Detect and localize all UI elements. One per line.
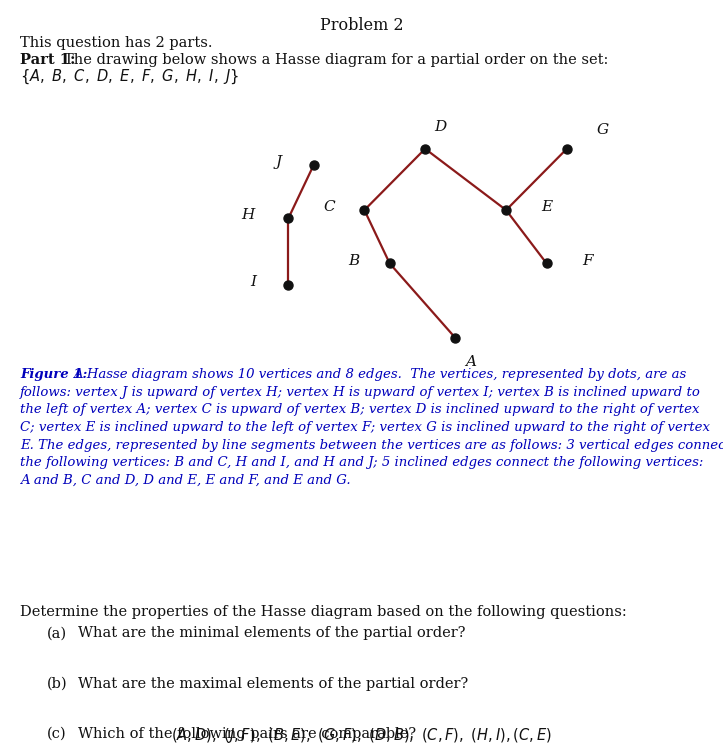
- Text: What are the maximal elements of the partial order?: What are the maximal elements of the par…: [78, 677, 469, 691]
- Text: B: B: [348, 254, 360, 268]
- Text: $\{A,\ B,\ C,\ D,\ E,\ F,\ G,\ H,\ I,\ J\}$: $\{A,\ B,\ C,\ D,\ E,\ F,\ G,\ H,\ I,\ J…: [20, 68, 239, 86]
- Text: G: G: [596, 123, 608, 137]
- Text: A: A: [465, 355, 476, 369]
- Text: C; vertex E is inclined upward to the left of vertex F; vertex G is inclined upw: C; vertex E is inclined upward to the le…: [20, 421, 710, 434]
- Text: F: F: [582, 254, 592, 268]
- Text: Part 1:: Part 1:: [20, 53, 76, 67]
- Text: $(A, D),\ (J, F),\ (B, E),\ (G, F),\ (D, B),\ (C, F),\ (H, I),(C, E)$: $(A, D),\ (J, F),\ (B, E),\ (G, F),\ (D,…: [171, 726, 552, 745]
- Text: (a): (a): [47, 626, 67, 641]
- Text: Figure 1:: Figure 1:: [20, 368, 93, 381]
- Text: Determine the properties of the Hasse diagram based on the following questions:: Determine the properties of the Hasse di…: [20, 605, 627, 620]
- Text: This question has 2 parts.: This question has 2 parts.: [20, 36, 213, 50]
- Text: J: J: [275, 155, 281, 169]
- Text: follows: vertex J is upward of vertex H; vertex H is upward of vertex I; vertex : follows: vertex J is upward of vertex H;…: [20, 386, 701, 399]
- Text: (b): (b): [47, 677, 68, 691]
- Text: the left of vertex A; vertex C is upward of vertex B; vertex D is inclined upwar: the left of vertex A; vertex C is upward…: [20, 403, 700, 416]
- Text: The drawing below shows a Hasse diagram for a partial order on the set:: The drawing below shows a Hasse diagram …: [64, 53, 608, 67]
- Text: Which of the following pairs are comparable?: Which of the following pairs are compara…: [78, 727, 416, 741]
- Text: What are the minimal elements of the partial order?: What are the minimal elements of the par…: [78, 626, 466, 641]
- Text: the following vertices: B and C, H and I, and H and J; 5 inclined edges connect : the following vertices: B and C, H and I…: [20, 456, 703, 469]
- Text: A and B, C and D, D and E, E and F, and E and G.: A and B, C and D, D and E, E and F, and …: [20, 474, 351, 487]
- Text: E: E: [541, 201, 552, 215]
- Text: D: D: [435, 120, 446, 134]
- Text: C: C: [323, 201, 335, 215]
- Text: A Hasse diagram shows 10 vertices and 8 edges.  The vertices, represented by dot: A Hasse diagram shows 10 vertices and 8 …: [73, 368, 686, 381]
- Text: E. The edges, represented by line segments between the vertices are as follows: : E. The edges, represented by line segmen…: [20, 439, 723, 451]
- Text: Problem 2: Problem 2: [320, 17, 403, 34]
- Text: (c): (c): [47, 727, 67, 741]
- Text: I: I: [250, 275, 256, 289]
- Text: H: H: [241, 209, 254, 222]
